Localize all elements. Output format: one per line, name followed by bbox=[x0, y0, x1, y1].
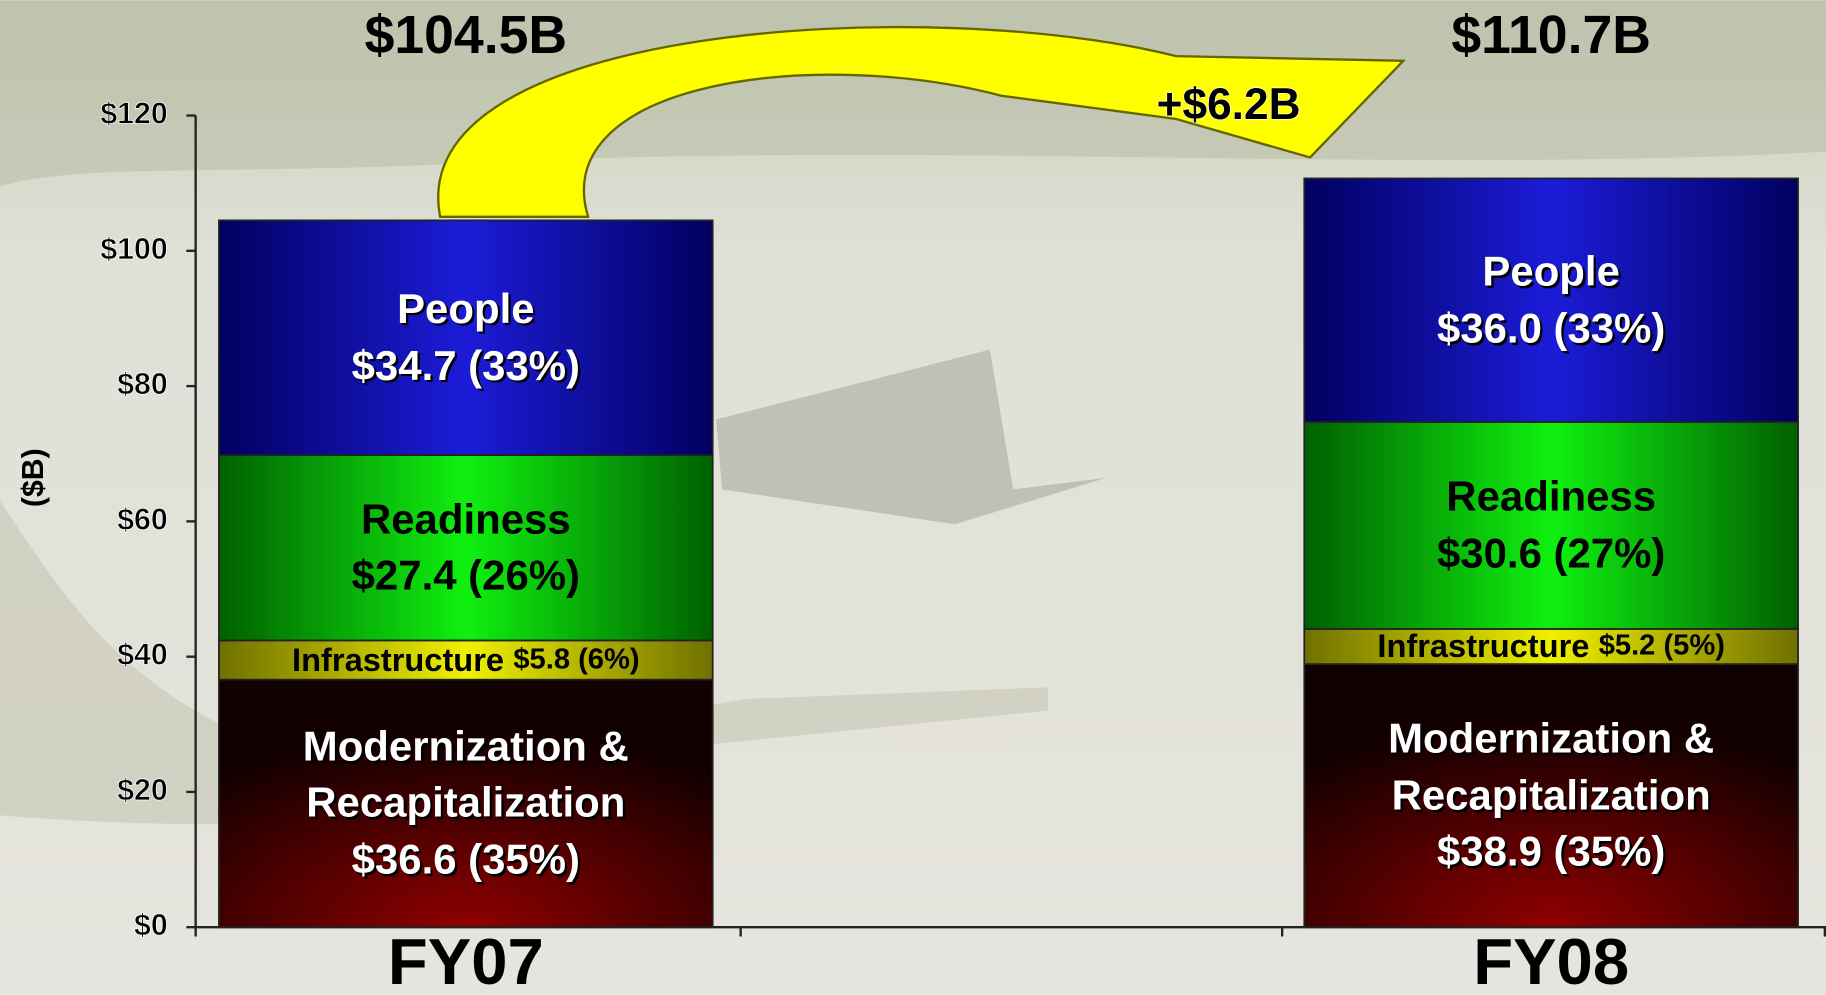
segment-name: People bbox=[1482, 247, 1620, 295]
y-axis-label: ($B) bbox=[17, 448, 50, 507]
y-tick-label: $100 bbox=[100, 233, 167, 266]
segment-label: Infrastructure $5.2 (5%) bbox=[1304, 629, 1798, 664]
segment-label-box: Modernization & Recapitalization $38.9 (3… bbox=[1304, 664, 1798, 927]
segment-name: People bbox=[397, 284, 535, 333]
background-jet bbox=[716, 349, 1107, 525]
bar-segment bbox=[218, 639, 714, 681]
segment-name: Infrastructure bbox=[292, 641, 505, 678]
x-tick-label: FY07 bbox=[388, 925, 544, 995]
segment-name: Readiness bbox=[1446, 472, 1657, 521]
segment-label-box: Readiness $27.4 (26%) bbox=[219, 455, 713, 640]
segment-value: $36.0 (33%) bbox=[1436, 303, 1666, 352]
x-tick-label: FY08 bbox=[1473, 925, 1629, 995]
segment-label: Modernization & Recapitalization $38.9 (3… bbox=[1304, 664, 1798, 927]
bar-segment bbox=[1303, 663, 1799, 929]
bar-segment bbox=[1303, 628, 1799, 665]
segment-value: $36.6 (35%) bbox=[351, 835, 581, 883]
segment-label-box: People $36.0 (33%) bbox=[1304, 178, 1798, 421]
change-arrow bbox=[437, 25, 1406, 219]
segment-value: $38.9 (35%) bbox=[1436, 827, 1666, 876]
bar-segment bbox=[218, 678, 714, 929]
y-tick-label: $120 bbox=[100, 98, 167, 131]
segment-label: Infrastructure $5.8 (6%) bbox=[219, 640, 713, 679]
y-tick-label: $40 bbox=[117, 639, 168, 672]
segment-label-box: People $34.7 (33%) bbox=[219, 220, 713, 455]
segment-label: People $34.7 (33%) bbox=[219, 220, 713, 455]
segment-value: $5.8 (6%) bbox=[513, 642, 640, 676]
segment-label: People $36.0 (33%) bbox=[1304, 178, 1798, 421]
segment-name: Modernization & Recapitalization bbox=[1388, 714, 1715, 819]
total-label: $110.7B bbox=[1451, 6, 1651, 65]
plot: $0 $20 $40 $60 $80 $100 $120 Modernization & Re… bbox=[100, 6, 1826, 995]
y-tick-label: $0 bbox=[134, 909, 168, 942]
segment-label: Readiness $30.6 (27%) bbox=[1304, 422, 1798, 629]
segment-value: $27.4 (26%) bbox=[351, 551, 581, 599]
bar-segment bbox=[218, 219, 714, 456]
background-shore bbox=[0, 0, 1826, 187]
segment-name: Modernization & Recapitalization bbox=[302, 722, 629, 827]
segment-name: Infrastructure bbox=[1377, 628, 1590, 665]
bar-segment bbox=[1303, 177, 1799, 423]
segment-label-box: Readiness $30.6 (27%) bbox=[1304, 422, 1798, 629]
y-tick-label: $20 bbox=[117, 774, 168, 807]
segment-value: $30.6 (27%) bbox=[1436, 528, 1666, 577]
segment-label-box: Modernization & Recapitalization $36.6 (3… bbox=[219, 680, 713, 928]
segment-label: Modernization & Recapitalization $36.6 (3… bbox=[219, 680, 713, 928]
segment-label-box: Infrastructure $5.8 (6%) bbox=[219, 640, 713, 679]
y-tick-label: $60 bbox=[117, 503, 168, 536]
change-annotation: +$6.2B bbox=[1157, 80, 1301, 129]
y-tick-label: $80 bbox=[117, 368, 168, 401]
total-label: $104.5B bbox=[365, 6, 567, 65]
bar-segment bbox=[218, 454, 714, 642]
segment-label: Readiness $27.4 (26%) bbox=[219, 455, 713, 640]
segment-value: $5.2 (5%) bbox=[1598, 629, 1725, 662]
bar-segment bbox=[1303, 421, 1799, 630]
segment-name: Readiness bbox=[360, 494, 571, 543]
segment-label-box: Infrastructure $5.2 (5%) bbox=[1304, 629, 1798, 664]
segment-value: $34.7 (33%) bbox=[351, 341, 581, 389]
